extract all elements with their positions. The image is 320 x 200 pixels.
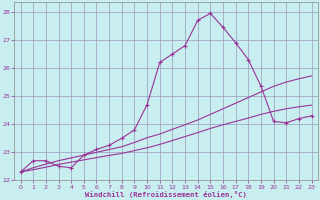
X-axis label: Windchill (Refroidissement éolien,°C): Windchill (Refroidissement éolien,°C) bbox=[85, 191, 247, 198]
